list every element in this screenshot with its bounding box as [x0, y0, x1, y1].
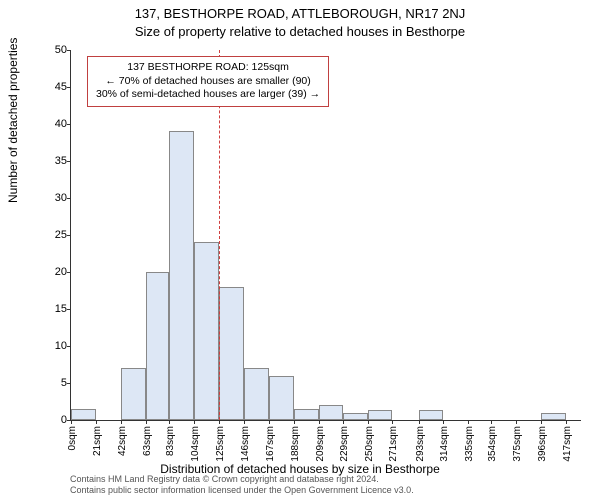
histogram-bar — [294, 409, 319, 420]
y-tick-mark — [67, 50, 71, 51]
y-tick-label: 45 — [41, 81, 67, 93]
plot-area: 051015202530354045500sqm21sqm42sqm63sqm8… — [70, 50, 581, 421]
x-tick-mark — [319, 420, 320, 424]
footer-line: Contains public sector information licen… — [70, 485, 414, 496]
y-tick-mark — [67, 235, 71, 236]
x-tick-mark — [294, 420, 295, 424]
x-tick-label: 21sqm — [92, 426, 103, 466]
histogram-bar — [368, 410, 393, 420]
x-tick-mark — [146, 420, 147, 424]
x-tick-mark — [468, 420, 469, 424]
x-tick-label: 188sqm — [290, 426, 301, 466]
chart-container: 137, BESTHORPE ROAD, ATTLEBOROUGH, NR17 … — [0, 0, 600, 500]
histogram-bar — [169, 131, 194, 420]
y-tick-label: 25 — [41, 229, 67, 241]
infobox-line: 30% of semi-detached houses are larger (… — [96, 88, 320, 102]
x-tick-label: 250sqm — [364, 426, 375, 466]
x-tick-label: 63sqm — [142, 426, 153, 466]
y-tick-label: 5 — [41, 377, 67, 389]
x-tick-mark — [219, 420, 220, 424]
y-tick-label: 40 — [41, 118, 67, 130]
infobox-line: 137 BESTHORPE ROAD: 125sqm — [96, 61, 320, 75]
y-tick-label: 15 — [41, 303, 67, 315]
x-tick-label: 293sqm — [415, 426, 426, 466]
y-tick-label: 30 — [41, 192, 67, 204]
y-tick-label: 0 — [41, 414, 67, 426]
histogram-bar — [419, 410, 444, 420]
histogram-bar — [269, 376, 294, 420]
footer-line: Contains HM Land Registry data © Crown c… — [70, 474, 414, 485]
x-tick-mark — [541, 420, 542, 424]
x-tick-mark — [343, 420, 344, 424]
histogram-bar — [71, 409, 96, 420]
infobox-line: ← 70% of detached houses are smaller (90… — [96, 75, 320, 89]
x-tick-mark — [392, 420, 393, 424]
x-tick-label: 229sqm — [339, 426, 350, 466]
histogram-bar — [343, 413, 368, 420]
x-tick-mark — [516, 420, 517, 424]
x-tick-label: 0sqm — [67, 426, 78, 466]
x-tick-mark — [244, 420, 245, 424]
title-line-2: Size of property relative to detached ho… — [0, 24, 600, 39]
x-tick-label: 83sqm — [165, 426, 176, 466]
y-tick-label: 35 — [41, 155, 67, 167]
histogram-bar — [244, 368, 269, 420]
x-tick-label: 209sqm — [315, 426, 326, 466]
histogram-bar — [146, 272, 170, 420]
x-tick-mark — [169, 420, 170, 424]
y-tick-mark — [67, 87, 71, 88]
x-tick-label: 417sqm — [562, 426, 573, 466]
x-tick-mark — [96, 420, 97, 424]
x-tick-mark — [443, 420, 444, 424]
histogram-bar — [194, 242, 219, 420]
x-tick-mark — [71, 420, 72, 424]
histogram-bar — [219, 287, 244, 420]
y-axis-label: Number of detached properties — [6, 38, 20, 203]
x-tick-mark — [419, 420, 420, 424]
y-tick-label: 10 — [41, 340, 67, 352]
x-tick-label: 335sqm — [464, 426, 475, 466]
info-box: 137 BESTHORPE ROAD: 125sqm ← 70% of deta… — [87, 56, 329, 107]
histogram-bar — [121, 368, 146, 420]
x-tick-label: 125sqm — [215, 426, 226, 466]
x-tick-label: 354sqm — [487, 426, 498, 466]
x-tick-mark — [121, 420, 122, 424]
y-tick-mark — [67, 346, 71, 347]
y-tick-mark — [67, 198, 71, 199]
y-tick-mark — [67, 124, 71, 125]
y-tick-mark — [67, 161, 71, 162]
x-tick-label: 42sqm — [117, 426, 128, 466]
title-line-1: 137, BESTHORPE ROAD, ATTLEBOROUGH, NR17 … — [0, 6, 600, 21]
x-tick-label: 146sqm — [240, 426, 251, 466]
x-tick-label: 104sqm — [190, 426, 201, 466]
x-tick-mark — [491, 420, 492, 424]
y-tick-mark — [67, 309, 71, 310]
footer-text: Contains HM Land Registry data © Crown c… — [70, 474, 414, 496]
x-tick-label: 314sqm — [439, 426, 450, 466]
x-tick-mark — [194, 420, 195, 424]
x-tick-mark — [269, 420, 270, 424]
y-tick-mark — [67, 383, 71, 384]
histogram-bar — [319, 405, 343, 420]
x-tick-label: 396sqm — [537, 426, 548, 466]
y-tick-label: 50 — [41, 44, 67, 56]
x-tick-mark — [368, 420, 369, 424]
y-tick-label: 20 — [41, 266, 67, 278]
x-tick-mark — [566, 420, 567, 424]
x-tick-label: 271sqm — [388, 426, 399, 466]
x-tick-label: 375sqm — [512, 426, 523, 466]
y-tick-mark — [67, 272, 71, 273]
histogram-bar — [541, 413, 566, 420]
x-tick-label: 167sqm — [265, 426, 276, 466]
